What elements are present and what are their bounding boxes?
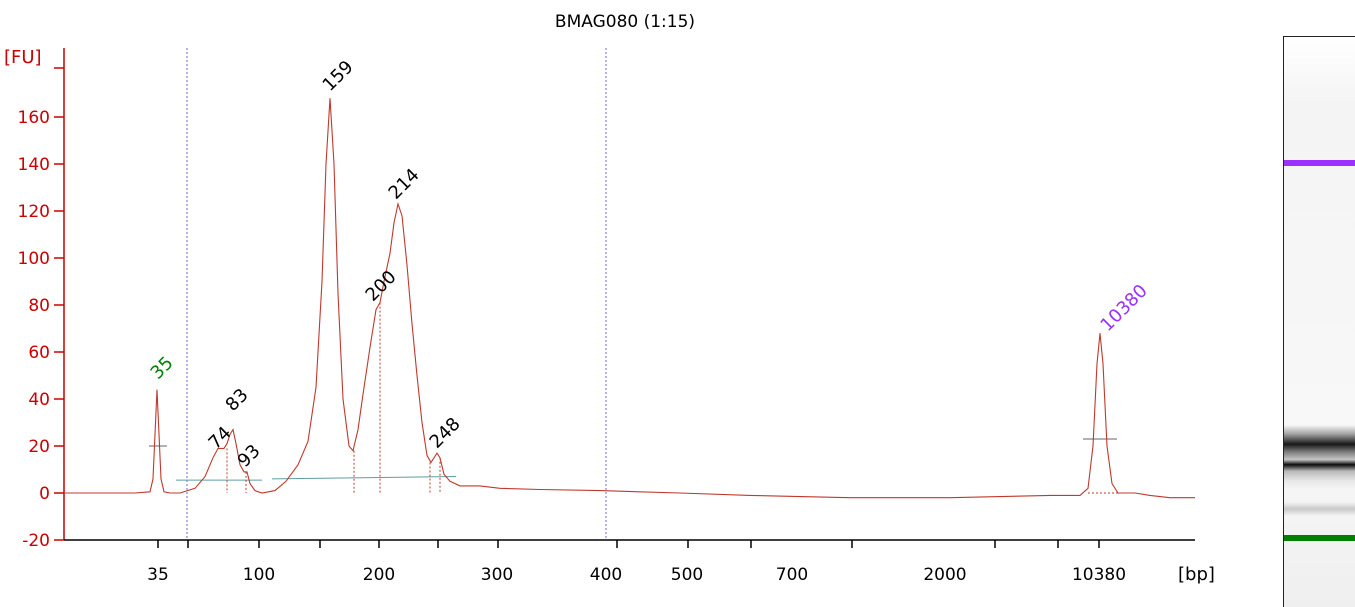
y-tick-label--20: -20	[22, 531, 50, 551]
y-tick-label-160: 160	[18, 108, 50, 128]
peak-label-83: 83	[222, 385, 253, 416]
gel-band-lower-marker	[1284, 535, 1355, 541]
y-tick-label-120: 120	[18, 202, 50, 222]
peak-label-248: 248	[426, 414, 465, 453]
peak-baseline-2	[271, 476, 457, 480]
peak-label-159: 159	[319, 57, 358, 96]
x-tick-label-500: 500	[671, 565, 703, 585]
peak-label-35: 35	[147, 353, 178, 384]
peak-label-10380: 10380	[1096, 280, 1151, 335]
y-axis-label: [FU]	[4, 47, 42, 68]
peak-label-93: 93	[234, 441, 265, 472]
x-tick-label-200: 200	[363, 565, 395, 585]
y-tick-label-60: 60	[28, 343, 50, 363]
x-tick-label-400: 400	[590, 565, 622, 585]
x-tick-label-35: 35	[147, 565, 169, 585]
gel-band-faint	[1284, 502, 1355, 516]
x-tick-label-10380: 10380	[1072, 565, 1126, 585]
chart-title: BMAG080 (1:15)	[555, 12, 695, 32]
y-tick-label-20: 20	[28, 437, 50, 457]
y-tick-label-40: 40	[28, 390, 50, 410]
y-tick-label-140: 140	[18, 155, 50, 175]
electropherogram-chart: BMAG080 (1:15) [FU] [bp] -20 0 20 40 60 80 100…	[4, 12, 1215, 585]
peak-label-214: 214	[385, 165, 424, 204]
y-tick-label-0: 0	[39, 484, 50, 504]
peak-label-74: 74	[205, 423, 236, 454]
gel-band-upper-marker	[1284, 160, 1355, 166]
electropherogram-trace	[64, 98, 1195, 499]
x-tick-label-100: 100	[243, 565, 275, 585]
x-axis-label: [bp]	[1178, 564, 1215, 585]
x-tick-label-300: 300	[481, 565, 513, 585]
peak-label-200: 200	[362, 267, 401, 306]
gel-lane	[1283, 36, 1355, 607]
x-tick-label-2000: 2000	[923, 565, 966, 585]
y-tick-label-100: 100	[18, 249, 50, 269]
y-tick-label-80: 80	[28, 296, 50, 316]
x-tick-label-700: 700	[776, 565, 808, 585]
gel-band-sample-smear	[1284, 425, 1355, 489]
